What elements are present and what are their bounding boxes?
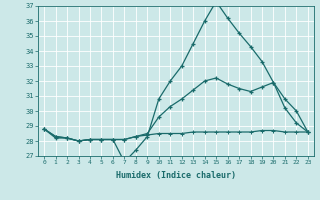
X-axis label: Humidex (Indice chaleur): Humidex (Indice chaleur) [116, 171, 236, 180]
